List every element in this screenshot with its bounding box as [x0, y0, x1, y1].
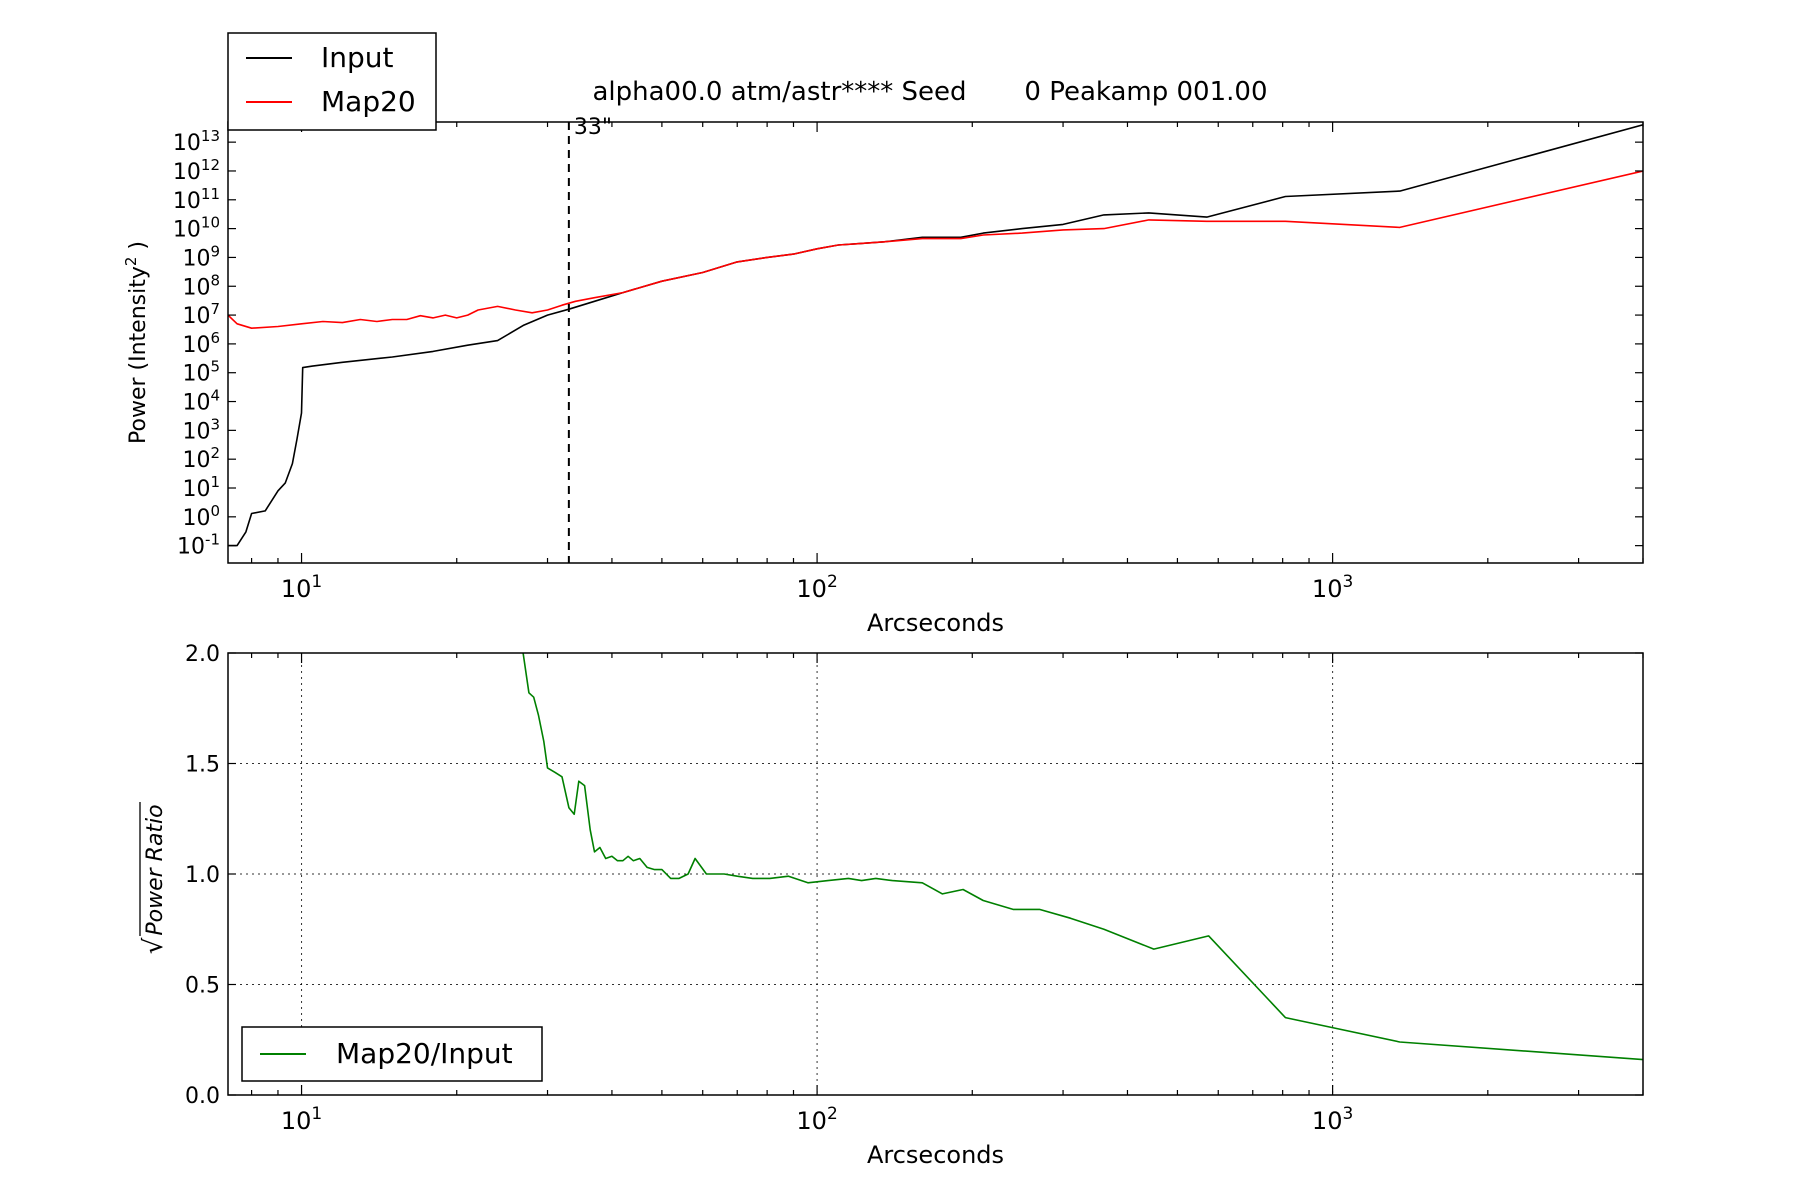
- top-power-spectrum-plot: 33"10-1100101102103104105106107108109101…: [122, 32, 1644, 637]
- marker-vline-label: 33": [574, 115, 612, 140]
- y-tick-label: 2.0: [185, 642, 220, 667]
- top-axes-frame: [227, 121, 1644, 564]
- bottom-power-ratio-plot: 0.0 0.5 1.0 1.5 2.0 101 102 103 Arcseconds √ Power…: [139, 642, 1644, 1169]
- top-plot-area: [228, 122, 1643, 563]
- y-tick-label: 104: [182, 387, 220, 416]
- x-tick-label: 103: [1312, 1104, 1353, 1135]
- y-axis-label-ratio: √ Power Ratio: [139, 802, 169, 954]
- y-axis-label-text: Power Ratio: [143, 804, 168, 935]
- y-tick-label: 102: [182, 444, 220, 473]
- x-tick-label: 102: [796, 1104, 837, 1135]
- top-legend: Input Map20: [227, 32, 437, 131]
- y-tick-label: 10-1: [177, 531, 220, 560]
- sqrt-symbol: √: [139, 937, 169, 954]
- x-axis-label: Arcseconds: [867, 1141, 1004, 1169]
- y-tick-label: 1.5: [185, 753, 220, 778]
- y-tick-label: 107: [182, 300, 220, 329]
- y-tick-label: 1013: [173, 127, 220, 156]
- legend-label-map20: Map20: [321, 85, 416, 118]
- series-line-map20: [228, 170, 1643, 330]
- x-tick-label: 102: [796, 572, 837, 603]
- legend-label-input: Input: [321, 41, 394, 74]
- y-tick-label: 1011: [173, 185, 220, 214]
- y-tick-label: 0.5: [185, 974, 220, 999]
- y-tick-label: 0.0: [185, 1084, 220, 1109]
- y-tick-label: 100: [182, 502, 220, 531]
- y-tick-label: 101: [182, 473, 220, 502]
- y-axis-label: Power (Intensity2 ): [122, 241, 151, 444]
- x-tick-label: 101: [281, 572, 322, 603]
- legend-label-ratio: Map20/Input: [336, 1037, 513, 1070]
- bottom-legend: Map20/Input: [241, 1026, 543, 1082]
- y-tick-label: 105: [182, 358, 220, 387]
- y-tick-label: 103: [182, 415, 220, 444]
- x-tick-label: 101: [281, 1104, 322, 1135]
- bottom-axes-frame: [227, 652, 1644, 1096]
- y-tick-label: 106: [182, 329, 220, 358]
- y-tick-label: 1012: [173, 156, 220, 185]
- series-line-input: [228, 124, 1643, 547]
- y-tick-label: 1.0: [185, 863, 220, 888]
- x-axis-label: Arcseconds: [867, 609, 1004, 637]
- x-tick-label: 103: [1312, 572, 1353, 603]
- top-legend-box: [227, 32, 437, 131]
- series-line-ratio: [522, 653, 1643, 1061]
- y-tick-label: 109: [182, 242, 220, 271]
- figure-title: alpha00.0 atm/astr**** Seed 0 Peakamp 00…: [592, 77, 1267, 107]
- y-tick-label: 1010: [173, 214, 220, 243]
- y-tick-label: 108: [182, 271, 220, 300]
